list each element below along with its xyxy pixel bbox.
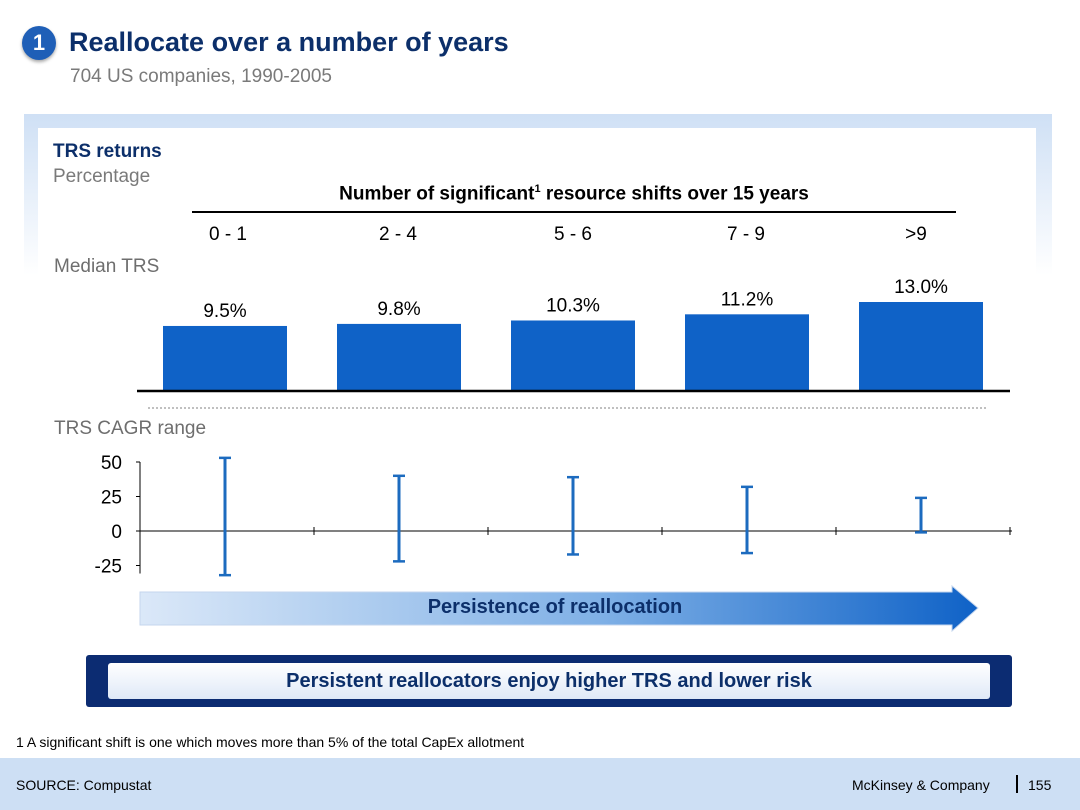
bar	[859, 302, 983, 391]
brand-name: McKinsey & Company	[852, 777, 990, 793]
trs-cagr-range-label: TRS CAGR range	[54, 418, 207, 439]
footer-bar	[0, 758, 1080, 810]
footer-separator	[1016, 775, 1018, 793]
bar	[163, 325, 287, 391]
shift-title-underline	[192, 211, 956, 213]
persistence-arrow-label: Persistence of reallocation	[427, 596, 683, 618]
bar	[511, 320, 635, 391]
median-trs-label: Median TRS	[54, 256, 160, 277]
shift-axis-title-main: Number of significant	[339, 183, 535, 205]
range-y-tick-label: -25	[95, 557, 122, 578]
persistence-arrow	[139, 584, 979, 633]
source-note: SOURCE: Compustat	[16, 777, 152, 793]
category-label: >9	[905, 224, 927, 245]
bar-value-label: 9.8%	[377, 299, 420, 320]
range-y-tick-label: 0	[111, 522, 122, 543]
range-y-tick-label: 25	[101, 488, 122, 509]
bar-value-label: 11.2%	[721, 289, 774, 310]
shift-axis-title: Number of significant1 resource shifts o…	[192, 183, 956, 205]
shift-axis-title-rest: resource shifts over 15 years	[540, 183, 809, 205]
category-label: 7 - 9	[726, 224, 766, 245]
bar	[337, 323, 461, 391]
takeaway-text: Persistent reallocators enjoy higher TRS…	[286, 670, 812, 692]
category-label: 5 - 6	[553, 224, 593, 245]
bar-value-label: 10.3%	[546, 295, 600, 316]
bar	[685, 314, 809, 391]
category-label: 0 - 1	[208, 224, 248, 245]
footnote-marker: 1	[534, 183, 541, 195]
page-subtitle: 704 US companies, 1990-2005	[70, 66, 332, 87]
section-number-badge: 1	[22, 26, 56, 60]
page-number: 155	[1028, 777, 1052, 793]
takeaway-box-inner	[108, 663, 990, 699]
percentage-label: Percentage	[53, 166, 151, 187]
bar-value-label: 13.0%	[894, 277, 948, 298]
page-title: Reallocate over a number of years	[69, 27, 509, 57]
trs-returns-label: TRS returns	[53, 141, 162, 162]
footnote: 1 A significant shift is one which moves…	[16, 734, 525, 750]
bar-value-label: 9.5%	[203, 301, 246, 322]
category-label: 2 - 4	[378, 224, 418, 245]
range-y-tick-label: 50	[101, 453, 122, 474]
